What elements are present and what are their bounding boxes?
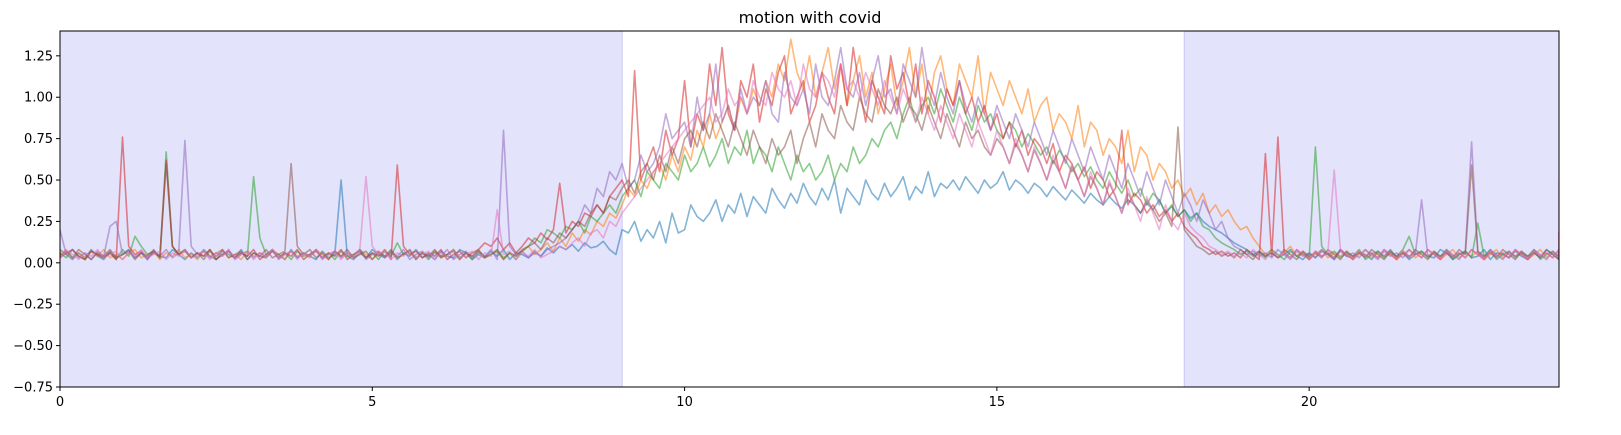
series-line-6 (60, 63, 1559, 261)
y-tick-label-7: 1.00 (24, 91, 53, 106)
chart-title: motion with covid (739, 8, 882, 27)
y-tick-label-5: 0.50 (24, 174, 53, 189)
series-line-5 (60, 88, 1559, 261)
plot-frame (59, 30, 1560, 388)
x-tick-label-0: 0 (56, 395, 64, 410)
x-tick-label-3: 15 (989, 395, 1006, 410)
shaded-regions (59, 30, 1560, 388)
y-tick-label-0: −0.75 (13, 381, 53, 396)
shaded-region-0 (59, 30, 623, 388)
x-axis: 0 5 10 15 20 (56, 387, 1318, 410)
y-axis: −0.75 −0.50 −0.25 0.00 0.25 0.50 0.75 1.00 1.25 (13, 49, 60, 396)
x-tick-label-1: 5 (368, 395, 376, 410)
y-tick-label-4: 0.25 (24, 215, 53, 230)
x-tick-label-2: 10 (676, 395, 693, 410)
shaded-region-1 (1183, 30, 1560, 388)
series-lines (60, 38, 1559, 261)
y-tick-label-1: −0.50 (13, 339, 53, 354)
y-tick-label-8: 1.25 (24, 49, 53, 64)
y-tick-label-2: −0.25 (13, 298, 53, 313)
y-tick-label-3: 0.00 (24, 256, 53, 271)
y-tick-label-6: 0.75 (24, 132, 53, 147)
x-tick-label-4: 20 (1301, 395, 1318, 410)
